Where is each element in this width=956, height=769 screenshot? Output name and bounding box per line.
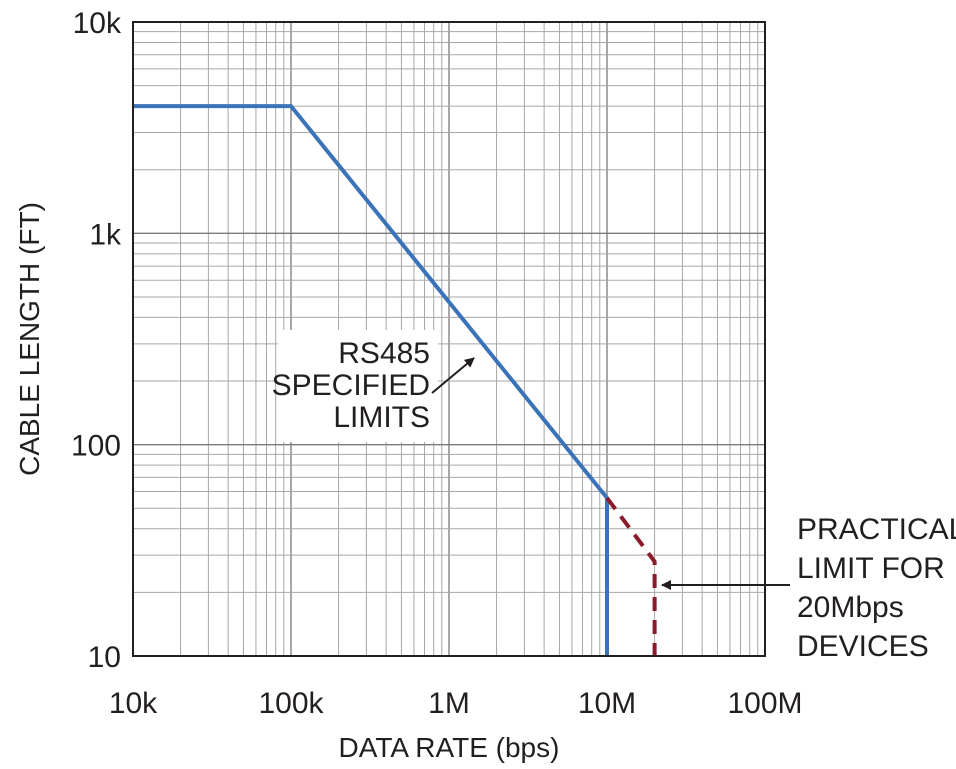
y-tick-label: 10 (88, 641, 121, 674)
x-tick-label: 1M (428, 687, 470, 720)
practical-limit-annotation-line: PRACTICAL (797, 513, 956, 546)
practical-limit-annotation: PRACTICAL LIMIT FOR 20Mbps DEVICES (797, 513, 956, 663)
practical-limit-annotation-line: DEVICES (797, 630, 929, 663)
rs485-annotation-line: SPECIFIED (272, 369, 430, 402)
rs485-annotation-background (278, 330, 438, 442)
rs485-annotation-line: RS485 (338, 337, 430, 370)
practical-limit-annotation-line: LIMIT FOR (797, 552, 945, 585)
y-tick-label: 100 (71, 430, 121, 463)
x-axis-title: DATA RATE (bps) (339, 732, 560, 763)
practical-limit-series-line (605, 496, 657, 656)
rs485-limit-series-line (133, 104, 609, 656)
gridlines (132, 22, 765, 657)
x-tick-label: 100M (727, 687, 802, 720)
series-group (133, 104, 657, 656)
rs485-annotation-arrow (431, 357, 475, 394)
x-tick-labels: 10k 100k 1M 10M 100M (109, 687, 803, 720)
practical-limit-annotation-line: 20Mbps (797, 591, 904, 624)
x-tick-label: 10M (578, 687, 636, 720)
y-tick-label: 1k (89, 218, 122, 251)
y-axis-title: CABLE LENGTH (FT) (14, 202, 45, 476)
x-tick-label: 100k (258, 687, 324, 720)
rs485-annotation-line: LIMITS (333, 401, 430, 434)
y-tick-labels: 10 100 1k 10k (71, 7, 122, 674)
y-tick-label: 10k (73, 7, 122, 40)
plot-frame (132, 21, 766, 657)
x-tick-label: 10k (109, 687, 158, 720)
